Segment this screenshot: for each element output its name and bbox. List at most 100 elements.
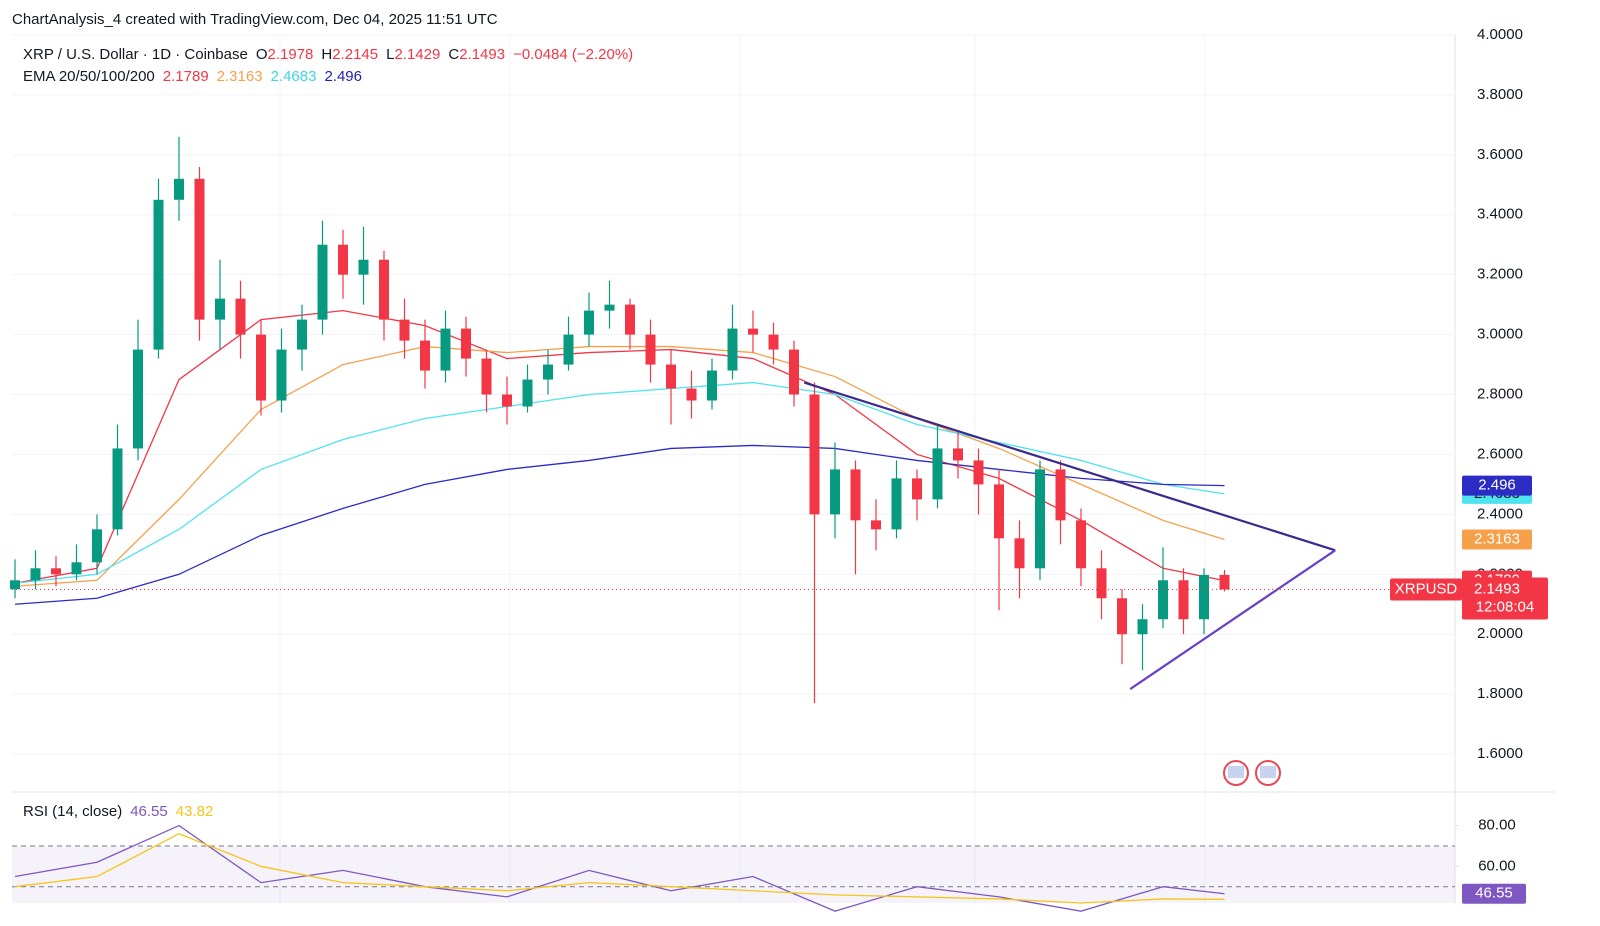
candle-body bbox=[317, 244, 328, 320]
candle-body bbox=[584, 310, 594, 335]
candle-body bbox=[1014, 538, 1025, 569]
candle-body bbox=[1055, 469, 1066, 521]
ema-value: 2.496 bbox=[324, 68, 362, 85]
candle-body bbox=[153, 199, 164, 350]
rsi-line bbox=[14, 833, 1225, 904]
ema-value: 2.3163 bbox=[217, 68, 263, 85]
y-tick-label: 2.6000 bbox=[1477, 445, 1523, 462]
y-tick-label: 1.6000 bbox=[1477, 745, 1523, 762]
candle-body bbox=[666, 364, 676, 389]
candle-body bbox=[174, 178, 184, 200]
candle-body bbox=[912, 478, 922, 500]
candle-body bbox=[994, 484, 1004, 539]
candle-body bbox=[727, 328, 738, 371]
candle-body bbox=[1178, 580, 1189, 620]
candle-body bbox=[71, 562, 82, 575]
candle-body bbox=[420, 340, 430, 371]
rsi-line bbox=[14, 824, 1225, 912]
candle-body bbox=[10, 580, 20, 590]
y-tick-label: 3.0000 bbox=[1477, 326, 1523, 343]
rsi-title: RSI (14, close) bbox=[23, 803, 122, 820]
ohlc-label: C bbox=[448, 46, 459, 63]
candle-body bbox=[256, 334, 266, 401]
candle-body bbox=[297, 319, 307, 350]
ema-value: 2.1789 bbox=[163, 68, 209, 85]
change: −0.0484 (−2.20%) bbox=[513, 46, 633, 63]
candle-body bbox=[830, 469, 840, 515]
y-tick-label: 2.0000 bbox=[1477, 625, 1523, 642]
candle-body bbox=[1199, 574, 1209, 620]
y-tick-label: 2.8000 bbox=[1477, 385, 1523, 402]
candle-body bbox=[768, 334, 779, 350]
candle-body bbox=[133, 349, 143, 449]
y-tick-label: 3.4000 bbox=[1477, 206, 1523, 223]
candle-body bbox=[51, 568, 61, 575]
candle-body bbox=[502, 394, 512, 407]
y-tick-label: 60.00 bbox=[1478, 857, 1516, 874]
ticker-tag bbox=[1390, 578, 1462, 601]
candle-body bbox=[235, 298, 246, 335]
candle-body bbox=[707, 370, 717, 401]
ohlc-value: 2.1429 bbox=[394, 46, 440, 63]
candle-body bbox=[809, 394, 820, 515]
chart-title: ChartAnalysis_4 created with TradingView… bbox=[12, 11, 498, 28]
candle-body bbox=[645, 334, 656, 365]
price-tag-label: 2.1493 bbox=[1474, 580, 1520, 597]
legend: XRP / U.S. Dollar · 1D · Coinbase O2.1978… bbox=[23, 46, 633, 63]
trendline bbox=[1129, 549, 1336, 690]
candle-body bbox=[1137, 619, 1148, 635]
ohlc-label: O bbox=[256, 46, 268, 63]
candle-body bbox=[379, 259, 389, 320]
candle-body bbox=[399, 319, 410, 341]
candle-body bbox=[92, 529, 102, 563]
rsi-value: 46.55 bbox=[130, 803, 168, 820]
candle-body bbox=[522, 379, 533, 407]
candle-body bbox=[1035, 469, 1045, 569]
candle-body bbox=[953, 448, 963, 461]
y-tick-label: 3.2000 bbox=[1477, 266, 1523, 283]
candle-body bbox=[1219, 574, 1230, 590]
trendline bbox=[803, 381, 1336, 552]
candle-body bbox=[686, 388, 697, 401]
candle-body bbox=[276, 349, 287, 401]
candle-body bbox=[1158, 580, 1168, 620]
ohlc-label: H bbox=[321, 46, 332, 63]
candle-body bbox=[1096, 568, 1107, 599]
ema-line bbox=[14, 381, 1225, 584]
ohlc-value: 2.1978 bbox=[267, 46, 313, 63]
candle-body bbox=[748, 328, 758, 335]
y-tick-label: 3.6000 bbox=[1477, 146, 1523, 163]
candle-body bbox=[850, 469, 861, 521]
candle-body bbox=[871, 520, 881, 530]
candle-body bbox=[543, 364, 553, 380]
ema-value: EMA 20/50/100/200 bbox=[23, 68, 155, 85]
rsi-tag-label: 46.55 bbox=[1475, 885, 1513, 902]
rsi-band bbox=[12, 845, 1455, 903]
countdown: 12:08:04 bbox=[1476, 598, 1534, 615]
rsi-tag bbox=[1462, 883, 1526, 904]
candle-body bbox=[30, 568, 41, 581]
rsi-value: 43.82 bbox=[176, 803, 214, 820]
price-tag bbox=[1462, 475, 1532, 496]
candle-body bbox=[1076, 520, 1086, 569]
candle-body bbox=[194, 178, 205, 320]
candle-body bbox=[932, 448, 943, 500]
candle-body bbox=[461, 328, 471, 359]
y-tick-label: 4.0000 bbox=[1477, 26, 1523, 43]
ohlc-value: 2.2145 bbox=[332, 46, 378, 63]
rsi-legend: RSI (14, close) 46.55 43.82 bbox=[23, 803, 213, 820]
flag bbox=[1260, 766, 1276, 778]
candle-body bbox=[440, 328, 451, 371]
candle-body bbox=[789, 349, 799, 395]
y-tick-label: 2.4000 bbox=[1477, 505, 1523, 522]
candle-body bbox=[481, 358, 492, 395]
candle-body bbox=[338, 244, 348, 275]
candle-body bbox=[891, 478, 902, 530]
symbol: XRP / U.S. Dollar · 1D · Coinbase bbox=[23, 46, 248, 63]
ohlc-value: 2.1493 bbox=[459, 46, 505, 63]
candle-body bbox=[604, 304, 615, 311]
candle-body bbox=[358, 259, 369, 275]
price-tag bbox=[1462, 529, 1532, 550]
flag bbox=[1228, 766, 1244, 778]
